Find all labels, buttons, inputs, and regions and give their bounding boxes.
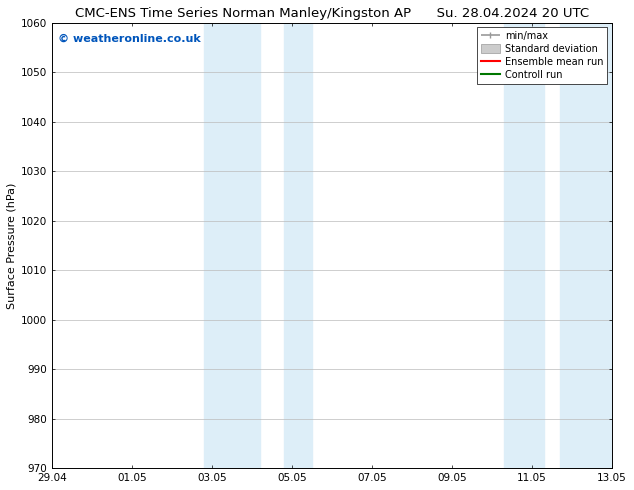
Text: © weatheronline.co.uk: © weatheronline.co.uk xyxy=(58,34,200,44)
Title: CMC-ENS Time Series Norman Manley/Kingston AP      Su. 28.04.2024 20 UTC: CMC-ENS Time Series Norman Manley/Kingst… xyxy=(75,7,589,20)
Y-axis label: Surface Pressure (hPa): Surface Pressure (hPa) xyxy=(7,182,17,309)
Legend: min/max, Standard deviation, Ensemble mean run, Controll run: min/max, Standard deviation, Ensemble me… xyxy=(477,27,607,84)
Bar xyxy=(560,23,612,468)
Bar xyxy=(204,23,260,468)
Bar xyxy=(284,23,312,468)
Bar xyxy=(504,23,544,468)
